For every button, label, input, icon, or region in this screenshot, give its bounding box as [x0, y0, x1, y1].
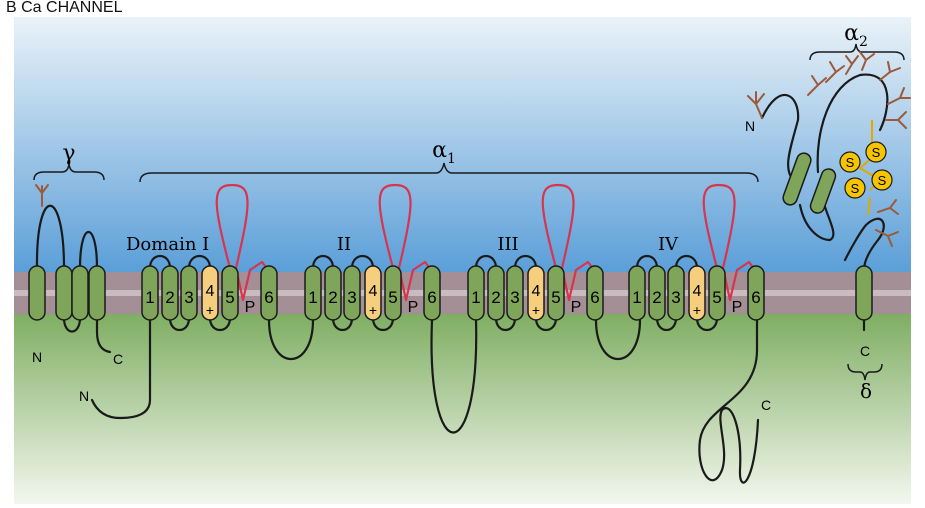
segment-3: 3 — [343, 265, 361, 321]
svg-text:3: 3 — [184, 288, 193, 307]
segment-1: 1 — [467, 265, 485, 321]
alpha1-c-tail — [698, 318, 760, 484]
segment-1: 1 — [304, 265, 322, 321]
alpha2-label: α2 — [844, 21, 868, 50]
domain-I-label: Domain I — [126, 234, 209, 255]
domain-III-label: III — [497, 234, 518, 255]
svg-text:6: 6 — [264, 288, 273, 307]
linker-II-III — [430, 318, 478, 434]
segment-4-voltage-sensor: 4+ — [364, 265, 382, 321]
svg-text:4: 4 — [532, 283, 541, 300]
domain-IV-label: IV — [658, 234, 679, 255]
svg-text:5: 5 — [225, 288, 234, 307]
segment-4-voltage-sensor: 4+ — [688, 265, 706, 321]
svg-text:1: 1 — [145, 288, 154, 307]
domain-II-label: II — [337, 234, 351, 255]
alpha2-n-terminus: N — [745, 118, 755, 134]
svg-text:S: S — [851, 181, 860, 196]
linker-III-IV — [594, 318, 642, 360]
extracellular-region — [14, 17, 911, 272]
gamma-label: γ — [62, 141, 75, 166]
svg-text:1: 1 — [471, 288, 480, 307]
segment-2: 2 — [161, 265, 179, 321]
svg-text:2: 2 — [652, 288, 661, 307]
svg-text:5: 5 — [388, 288, 397, 307]
segment-4-voltage-sensor: 4+ — [527, 265, 545, 321]
svg-text:6: 6 — [427, 288, 436, 307]
svg-text:4: 4 — [206, 283, 215, 300]
svg-text:3: 3 — [671, 288, 680, 307]
alpha1-n-tail — [90, 318, 152, 420]
segment-5: 5 — [708, 265, 726, 321]
segment-2: 2 — [487, 265, 505, 321]
segment-1: 1 — [628, 265, 646, 321]
alpha2-glycosylation-icons — [747, 51, 911, 247]
disulfide-bonds: S S S S — [839, 141, 893, 199]
segment-2: 2 — [648, 265, 666, 321]
segment-6: 6 — [747, 265, 765, 321]
alpha1-c-terminus: C — [761, 397, 771, 413]
domain-4: 1 2 3 4+ 5 P 6 — [628, 183, 765, 332]
segment-6: 6 — [260, 265, 278, 321]
segment-5: 5 — [547, 265, 565, 321]
gamma-subunit — [28, 163, 112, 354]
alpha1-label: α1 — [432, 138, 456, 167]
pore-loop-label: P — [408, 299, 419, 316]
svg-text:5: 5 — [712, 288, 721, 307]
svg-text:S: S — [846, 155, 855, 170]
delta-c-terminus: C — [860, 343, 870, 359]
segment-5: 5 — [384, 265, 402, 321]
segment-1: 1 — [141, 265, 159, 321]
svg-text:2: 2 — [491, 288, 500, 307]
segment-5: 5 — [221, 265, 239, 321]
svg-text:+: + — [369, 302, 377, 318]
svg-text:3: 3 — [510, 288, 519, 307]
pore-loop-label: P — [732, 299, 743, 316]
svg-text:S: S — [872, 145, 881, 160]
segment-3: 3 — [667, 265, 685, 321]
segment-3: 3 — [180, 265, 198, 321]
pore-loop-label: P — [571, 299, 582, 316]
svg-text:+: + — [693, 302, 701, 318]
segment-6: 6 — [423, 265, 441, 321]
domain-3: 1 2 3 4+ 5 P 6 — [467, 183, 604, 332]
svg-text:3: 3 — [347, 288, 356, 307]
delta-brace — [847, 363, 883, 381]
gamma-brace — [33, 163, 105, 181]
svg-text:+: + — [206, 302, 214, 318]
svg-text:S: S — [878, 173, 887, 188]
gamma-glycosylation-icon — [35, 184, 49, 207]
svg-text:2: 2 — [165, 288, 174, 307]
segment-6: 6 — [586, 265, 604, 321]
domain-1: 1 2 3 4+ 5 P 6 — [141, 183, 278, 332]
intracellular-region — [14, 314, 911, 504]
segment-4-voltage-sensor: 4+ — [201, 265, 219, 321]
domain-2: 1 2 3 4+ 5 P 6 — [304, 183, 441, 332]
svg-text:1: 1 — [632, 288, 641, 307]
gamma-n-terminus: N — [32, 349, 42, 365]
alpha1-n-terminus: N — [79, 388, 89, 404]
svg-text:4: 4 — [369, 283, 378, 300]
svg-text:2: 2 — [328, 288, 337, 307]
svg-text:+: + — [532, 302, 540, 318]
svg-text:6: 6 — [590, 288, 599, 307]
svg-text:6: 6 — [751, 288, 760, 307]
svg-text:5: 5 — [551, 288, 560, 307]
svg-text:4: 4 — [693, 283, 702, 300]
alpha2-brace — [809, 43, 905, 61]
pore-loop-label: P — [245, 299, 256, 316]
linker-I-II — [267, 318, 315, 360]
svg-text:1: 1 — [308, 288, 317, 307]
gamma-c-terminus: C — [113, 351, 123, 367]
delta-label: δ — [860, 379, 872, 403]
alpha2-delta-subunit: S S S S — [747, 43, 911, 381]
alpha1-brace — [139, 162, 759, 183]
segment-3: 3 — [506, 265, 524, 321]
panel-title: B Ca CHANNEL — [6, 0, 123, 16]
segment-2: 2 — [324, 265, 342, 321]
